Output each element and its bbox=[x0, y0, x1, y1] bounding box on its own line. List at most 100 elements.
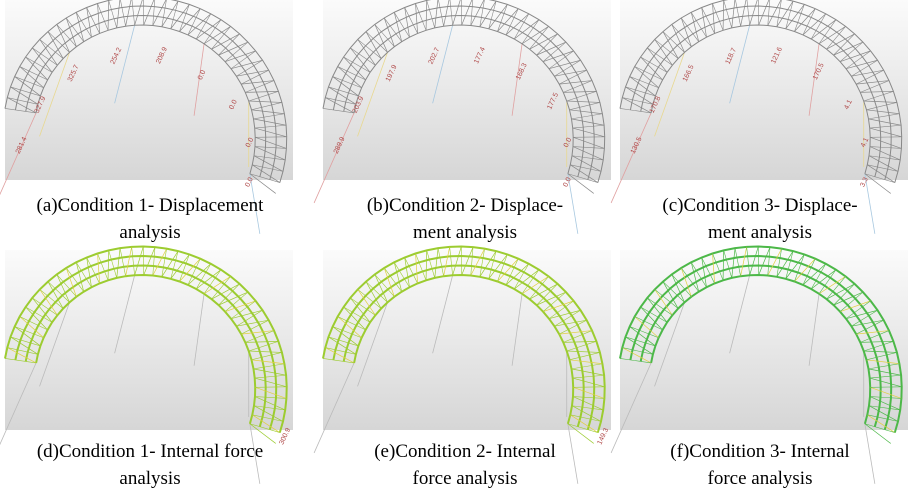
arch-web bbox=[671, 24, 692, 47]
arch-web bbox=[640, 56, 663, 81]
arch-web bbox=[328, 336, 359, 347]
arch-web bbox=[47, 281, 70, 303]
arch-web bbox=[554, 60, 581, 77]
arch-web bbox=[7, 97, 37, 114]
arch-web bbox=[870, 386, 902, 399]
arch-web bbox=[536, 291, 567, 306]
support-line bbox=[0, 112, 37, 196]
caption-line: force analysis bbox=[412, 468, 518, 489]
arch-web bbox=[236, 319, 269, 327]
arch-web bbox=[415, 253, 418, 284]
arch-web bbox=[863, 350, 897, 353]
arch-web bbox=[712, 253, 715, 284]
arch-web bbox=[252, 164, 281, 183]
support-line bbox=[249, 173, 261, 234]
arch-web bbox=[860, 80, 890, 93]
arch-web bbox=[845, 300, 871, 319]
arch-web bbox=[529, 33, 558, 50]
arch-web bbox=[758, 246, 771, 276]
support-line bbox=[511, 293, 523, 366]
arch-web bbox=[203, 276, 231, 295]
arch-web bbox=[211, 33, 240, 50]
arch-web bbox=[253, 363, 285, 370]
arch-web bbox=[566, 100, 600, 103]
arch-web bbox=[662, 31, 679, 59]
arch-web bbox=[343, 56, 371, 73]
arch-web bbox=[712, 253, 724, 281]
arch-web bbox=[690, 262, 700, 292]
arch-web bbox=[570, 164, 599, 183]
arch-web bbox=[253, 118, 287, 126]
arch-web bbox=[505, 13, 530, 36]
arch-web bbox=[7, 347, 37, 364]
support-line bbox=[114, 275, 136, 354]
arch-web bbox=[365, 281, 388, 303]
arch-web bbox=[740, 246, 748, 277]
arch-web bbox=[426, 250, 436, 278]
arch-web bbox=[712, 3, 724, 31]
render-background bbox=[323, 250, 611, 430]
arch-web bbox=[253, 405, 284, 422]
arch-web bbox=[56, 24, 77, 47]
arch-web bbox=[7, 347, 38, 355]
arch-web bbox=[794, 4, 805, 32]
support-line bbox=[432, 275, 454, 354]
arch-web bbox=[249, 173, 276, 194]
arch-chord bbox=[353, 24, 574, 174]
caption: (c)Condition 3- Displace-ment analysis bbox=[610, 192, 908, 246]
arch-web bbox=[14, 326, 44, 339]
arch-web bbox=[343, 56, 366, 81]
arch-web bbox=[802, 263, 827, 286]
arch-web bbox=[810, 263, 827, 290]
caption: (a)Condition 1- Displacement analysis bbox=[0, 192, 300, 246]
arch-web bbox=[461, 0, 473, 26]
arch-web bbox=[152, 248, 167, 276]
support-line bbox=[193, 43, 205, 116]
support-line bbox=[864, 173, 876, 234]
arch-web bbox=[39, 39, 64, 59]
arch-web bbox=[839, 291, 864, 312]
arch-web bbox=[521, 269, 540, 294]
arch-web bbox=[818, 269, 837, 294]
arch-chord bbox=[650, 24, 871, 174]
arch-web bbox=[452, 246, 462, 276]
arch-web bbox=[731, 248, 736, 278]
arch-web bbox=[255, 136, 287, 149]
arch-web bbox=[357, 289, 376, 316]
arch-web bbox=[75, 262, 92, 288]
arch-web bbox=[856, 319, 884, 335]
arch-web bbox=[19, 316, 48, 331]
arch-web bbox=[236, 60, 263, 77]
arch-web bbox=[740, 0, 747, 27]
arch-web bbox=[746, 246, 750, 276]
arch-web bbox=[25, 306, 48, 331]
arch-web bbox=[203, 269, 222, 294]
arch-web bbox=[241, 69, 269, 85]
arch-web bbox=[569, 109, 603, 115]
arch-web bbox=[785, 254, 805, 279]
support-line bbox=[357, 52, 388, 137]
arch-web bbox=[681, 267, 699, 292]
arch-web bbox=[690, 12, 707, 38]
arch-web bbox=[116, 0, 121, 28]
arch-web bbox=[563, 90, 597, 93]
arch-web bbox=[170, 250, 179, 279]
arch-web bbox=[625, 336, 654, 355]
caption-line: analysis bbox=[119, 222, 181, 243]
arch-web bbox=[322, 358, 355, 364]
arch-web bbox=[867, 164, 896, 183]
arch-web bbox=[767, 0, 771, 26]
arch-web bbox=[529, 276, 549, 300]
arch-web bbox=[647, 47, 668, 73]
arch-web bbox=[749, 246, 759, 276]
arch-web bbox=[860, 90, 894, 93]
arch-web bbox=[211, 276, 231, 300]
caption-line: analysis bbox=[119, 468, 181, 489]
render-panel: 300.9 bbox=[0, 245, 293, 484]
arch-web bbox=[868, 155, 901, 161]
arch-web bbox=[39, 289, 58, 316]
arch-web bbox=[170, 254, 190, 279]
render-background bbox=[620, 250, 908, 430]
arch-web bbox=[254, 146, 287, 149]
